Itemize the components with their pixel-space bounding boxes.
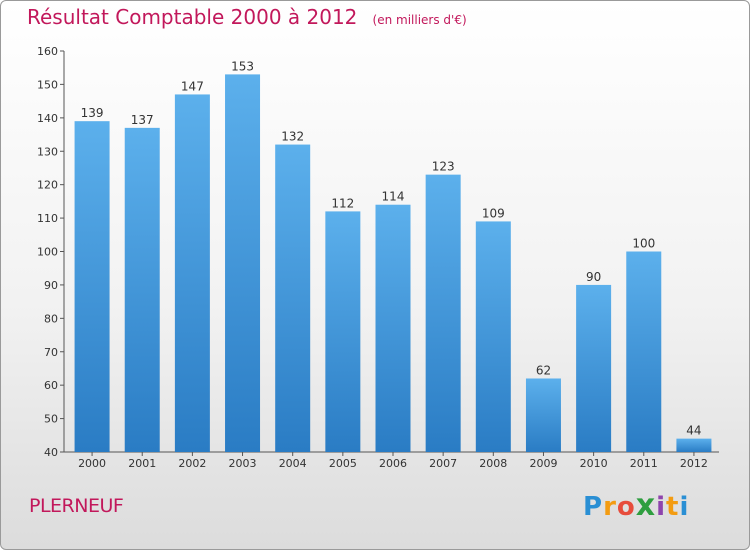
x-tick-label-2006: 2006 (379, 457, 407, 470)
x-tick-label-2005: 2005 (329, 457, 357, 470)
logo-letter: x (635, 488, 657, 523)
bar-2000 (74, 121, 110, 453)
value-label-2004: 132 (281, 130, 304, 144)
bar-2012 (676, 438, 712, 452)
y-tick-label: 110 (37, 212, 58, 225)
y-tick-label: 40 (44, 446, 58, 459)
bar-2004 (275, 144, 311, 453)
y-tick-label: 50 (44, 413, 58, 426)
x-tick-label-2007: 2007 (429, 457, 457, 470)
logo-letter: P (583, 492, 604, 522)
value-label-2003: 153 (231, 59, 254, 73)
logo-letter: o (616, 492, 636, 522)
bar-2010 (576, 284, 612, 452)
y-tick-label: 90 (44, 279, 58, 292)
value-label-2005: 112 (331, 196, 354, 210)
y-tick-label: 130 (37, 145, 58, 158)
town-name: PLERNEUF (29, 495, 124, 517)
x-tick-label-2012: 2012 (680, 457, 708, 470)
x-tick-label-2002: 2002 (178, 457, 206, 470)
y-axis: 40 50 60 70 80 90 100 110 120 130 140 150 160 (37, 45, 65, 459)
chart-title: Résultat Comptable 2000 à 2012 (en milli… (27, 5, 467, 29)
logo-letter: r (603, 492, 617, 522)
x-axis: 2000 2001 2002 2003 2004 2005 2006 2007 2008 2009… (64, 451, 719, 470)
value-label-2006: 114 (382, 190, 405, 204)
bars: 139 137 147 153 132 112 114 123 109 62 90 100 44 (74, 59, 712, 453)
bar-2009 (525, 378, 561, 452)
value-label-2012: 44 (686, 424, 701, 438)
x-tick-label-2010: 2010 (580, 457, 608, 470)
chart-title-text: Résultat Comptable 2000 à 2012 (27, 5, 358, 29)
y-tick-label: 70 (44, 346, 58, 359)
bar-2008 (475, 221, 511, 452)
bar-2001 (124, 127, 160, 452)
value-label-2001: 137 (131, 113, 154, 127)
value-label-2009: 62 (536, 363, 551, 377)
bar-2006 (375, 204, 411, 452)
y-tick-label: 80 (44, 312, 58, 325)
bar-2005 (325, 211, 361, 452)
y-tick-label: 150 (37, 78, 58, 91)
x-tick-label-2001: 2001 (128, 457, 156, 470)
y-tick-label: 140 (37, 112, 58, 125)
x-tick-label-2004: 2004 (279, 457, 307, 470)
logo-letter: i (656, 492, 667, 522)
x-tick-label-2003: 2003 (229, 457, 257, 470)
value-label-2010: 90 (586, 270, 601, 284)
value-label-2007: 123 (432, 160, 455, 174)
x-tick-label-2008: 2008 (479, 457, 507, 470)
bar-2007 (425, 174, 461, 452)
logo-letter: t (666, 492, 680, 522)
chart-subtitle: (en milliers d'€) (372, 13, 467, 27)
x-tick-label-2009: 2009 (529, 457, 557, 470)
value-label-2000: 139 (81, 106, 104, 120)
y-tick-label: 100 (37, 246, 58, 259)
bar-2002 (174, 94, 210, 453)
proxiti-logo: Proxiti (583, 488, 689, 523)
x-tick-label-2000: 2000 (78, 457, 106, 470)
value-label-2011: 100 (632, 237, 655, 251)
x-tick-label-2011: 2011 (630, 457, 658, 470)
value-label-2002: 147 (181, 79, 204, 93)
y-tick-label: 160 (37, 45, 58, 58)
value-label-2008: 109 (482, 206, 505, 220)
y-tick-label: 60 (44, 379, 58, 392)
logo-letter: i (679, 492, 690, 522)
bar-2011 (626, 251, 662, 452)
bar-2003 (225, 74, 261, 453)
y-tick-label: 120 (37, 179, 58, 192)
